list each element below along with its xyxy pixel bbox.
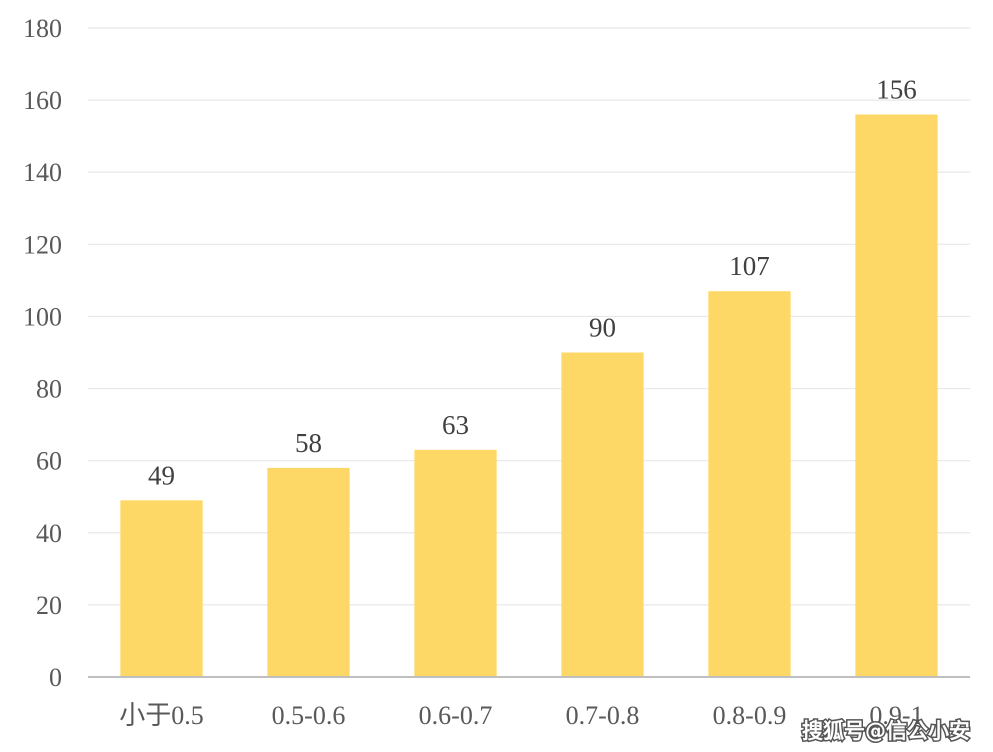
- y-tick-label: 120: [23, 230, 62, 259]
- y-tick-label: 160: [23, 86, 62, 115]
- y-tick-label: 80: [36, 375, 62, 404]
- x-axis-categories: 小于0.5 0.5-0.6 0.6-0.7 0.7-0.8 0.8-0.9 0.9-1: [119, 701, 923, 730]
- bar: [708, 291, 791, 677]
- y-tick-label: 100: [23, 302, 62, 331]
- x-category-label: 小于0.5: [119, 701, 204, 730]
- bars: [120, 114, 938, 678]
- x-category-label: 0.6-0.7: [419, 701, 493, 730]
- grid-lines: [88, 27, 970, 606]
- y-tick-label: 140: [23, 158, 62, 187]
- data-labels: 49 58 63 90 107 156: [148, 75, 917, 491]
- x-category-label: 0.8-0.9: [713, 701, 787, 730]
- y-tick-label: 20: [36, 591, 62, 620]
- bar: [414, 449, 497, 677]
- y-tick-label: 40: [36, 519, 62, 548]
- bar-value-label: 58: [295, 428, 322, 458]
- y-tick-label: 60: [36, 447, 62, 476]
- bar-value-label: 63: [442, 410, 469, 440]
- bar: [561, 352, 644, 677]
- bar: [267, 467, 350, 677]
- y-axis-ticks: 0 20 40 60 80 100 120 140 160 180: [23, 14, 62, 692]
- watermark: 搜狐号@信公小安: [802, 719, 970, 743]
- bar-value-label: 49: [148, 460, 175, 490]
- bar-value-label: 156: [876, 75, 917, 105]
- x-category-label: 0.5-0.6: [272, 701, 346, 730]
- x-category-label: 0.7-0.8: [566, 701, 640, 730]
- bar: [120, 500, 203, 677]
- y-tick-label: 180: [23, 14, 62, 43]
- x-category-label: 0.9-1: [869, 701, 923, 730]
- bar-value-label: 90: [589, 313, 616, 343]
- y-tick-label: 0: [49, 663, 62, 692]
- bar: [855, 114, 938, 678]
- bar-value-label: 107: [729, 251, 770, 281]
